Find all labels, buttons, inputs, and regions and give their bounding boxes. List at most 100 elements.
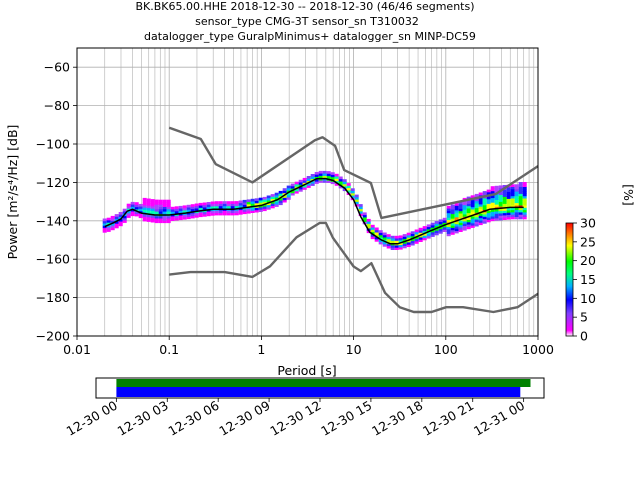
psd-density-cell <box>458 220 463 223</box>
psd-density-cell <box>518 202 523 206</box>
psd-density-cell <box>446 210 451 214</box>
psd-density-cell <box>350 195 355 198</box>
psd-density-cell <box>486 203 491 207</box>
psd-density-cell <box>126 210 131 214</box>
psd-density-cell <box>398 246 403 250</box>
psd-density-cell <box>478 197 483 200</box>
psd-density-cell <box>514 207 519 211</box>
psd-density-cell <box>402 243 407 246</box>
psd-density-cell <box>426 231 431 234</box>
psd-density-cell <box>454 203 459 206</box>
psd-density-cell <box>398 237 403 241</box>
psd-density-cell <box>470 206 475 210</box>
psd-density-cell <box>394 240 399 244</box>
psd-density-cell <box>494 199 499 203</box>
psd-density-cell <box>462 223 467 226</box>
psd-density-cell <box>274 201 279 205</box>
psd-density-cell <box>470 216 475 219</box>
psd-density-cell <box>182 216 187 220</box>
psd-density-cell <box>298 182 303 185</box>
psd-density-cell <box>386 245 391 249</box>
psd-density-cell <box>118 223 123 227</box>
psd-density-cell <box>502 205 507 209</box>
psd-density-cell <box>438 219 443 223</box>
psd-density-cell <box>274 199 279 203</box>
psd-plot: 0.01 0.1 1 10 100 1000 −200 −180 −160 −140 −120 −1… <box>5 47 554 378</box>
psd-density-cell <box>506 210 511 213</box>
psd-density-cell <box>290 190 295 194</box>
psd-density-cell <box>494 208 499 212</box>
psd-density-cell <box>162 206 167 210</box>
psd-density-cell <box>466 212 471 216</box>
psd-density-cell <box>210 206 215 209</box>
psd-density-cell <box>290 183 295 187</box>
psd-density-cell <box>154 202 159 205</box>
psd-density-cell <box>222 212 227 216</box>
psd-density-cell <box>190 208 195 212</box>
psd-density-cell <box>370 227 375 230</box>
psd-density-cell <box>226 212 231 216</box>
psd-density-cell <box>202 207 207 210</box>
psd-density-cell <box>466 210 471 214</box>
psd-density-cell <box>386 243 391 247</box>
psd-density-cell <box>102 223 107 226</box>
psd-density-cell <box>410 235 415 239</box>
timeline-tick-label: 12-30 09 <box>216 398 272 439</box>
psd-density-cell <box>434 225 439 229</box>
psd-density-cell <box>294 190 299 194</box>
psd-density-cell <box>146 219 151 222</box>
psd-density-cell <box>474 207 479 211</box>
psd-density-cell <box>366 218 371 222</box>
psd-density-cell <box>522 182 527 185</box>
psd-density-cell <box>490 209 495 212</box>
psd-density-cell <box>118 216 123 220</box>
psd-density-cell <box>270 194 275 197</box>
psd-density-cell <box>238 209 243 213</box>
psd-density-cell <box>450 227 455 231</box>
psd-density-cell <box>114 223 119 226</box>
psd-density-cell <box>174 215 179 219</box>
psd-density-cell <box>506 189 511 192</box>
psd-density-cell <box>414 229 419 233</box>
y-tick-label: −120 <box>36 175 70 190</box>
psd-density-cell <box>122 220 127 223</box>
psd-density-cell <box>506 191 511 195</box>
psd-density-cell <box>330 174 335 178</box>
psd-density-cell <box>346 185 351 189</box>
psd-density-cell <box>418 230 423 233</box>
psd-density-cell <box>482 221 487 224</box>
psd-density-cell <box>186 204 191 208</box>
psd-density-cell <box>482 193 487 197</box>
psd-density-cell <box>146 207 151 211</box>
psd-density-cell <box>278 200 283 203</box>
psd-density-cell <box>446 231 451 234</box>
timeline-tick-label: 12-30 00 <box>64 398 120 439</box>
psd-density-cell <box>158 206 163 210</box>
title-line-1: BK.BK65.00.HHE 2018-12-30 -- 2018-12-30 … <box>135 0 474 13</box>
psd-density-cell <box>106 220 111 223</box>
psd-density-cell <box>162 215 167 219</box>
psd-density-cell <box>146 205 151 209</box>
psd-density-cell <box>518 216 523 220</box>
psd-density-cell <box>222 201 227 204</box>
y-tick-label: −160 <box>36 252 70 267</box>
psd-density-cell <box>238 212 243 215</box>
psd-density-cell <box>202 204 207 208</box>
psd-density-cell <box>166 218 171 221</box>
psd-density-cell <box>382 241 387 245</box>
psd-density-cell <box>522 216 527 220</box>
psd-density-cell <box>286 194 291 198</box>
psd-density-cell <box>102 227 107 231</box>
psd-density-cell <box>414 234 419 237</box>
psd-density-cell <box>454 216 459 220</box>
psd-density-cell <box>362 217 367 220</box>
psd-density-cell <box>258 207 263 210</box>
psd-density-cell <box>306 176 311 179</box>
psd-density-cell <box>190 204 195 207</box>
psd-density-cell <box>518 212 523 215</box>
psd-density-cell <box>470 202 475 205</box>
psd-density-cell <box>474 198 479 202</box>
psd-density-cell <box>510 191 515 194</box>
psd-density-cell <box>470 204 475 208</box>
psd-density-cell <box>498 203 503 207</box>
